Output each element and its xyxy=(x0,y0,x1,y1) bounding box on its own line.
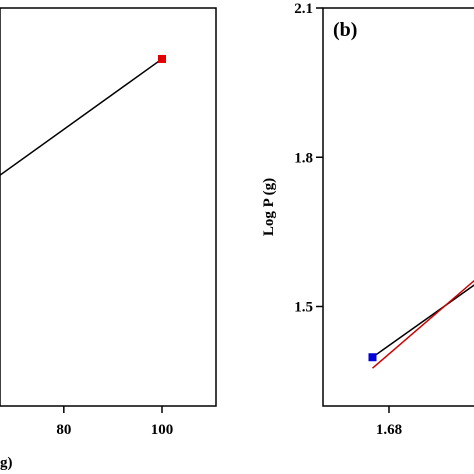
x-tick-label: 80 xyxy=(56,422,71,438)
data-point xyxy=(158,54,166,63)
data-line xyxy=(0,58,163,176)
x-axis-label: g) xyxy=(0,455,13,471)
data-point xyxy=(368,353,377,362)
y-axis-label: Log P (g) xyxy=(261,178,277,236)
plot-frame xyxy=(322,7,474,407)
y-tick-label: 2.1 xyxy=(294,1,313,17)
data-line xyxy=(372,284,474,358)
panel-label: (b) xyxy=(333,19,357,41)
x-tick-label: 100 xyxy=(151,422,174,438)
y-tick-label: 1.5 xyxy=(294,300,313,316)
plot-frame xyxy=(0,7,217,407)
data-line xyxy=(372,279,474,369)
x-tick-label: 1.68 xyxy=(376,422,402,438)
y-tick-label: 1.8 xyxy=(294,150,313,166)
